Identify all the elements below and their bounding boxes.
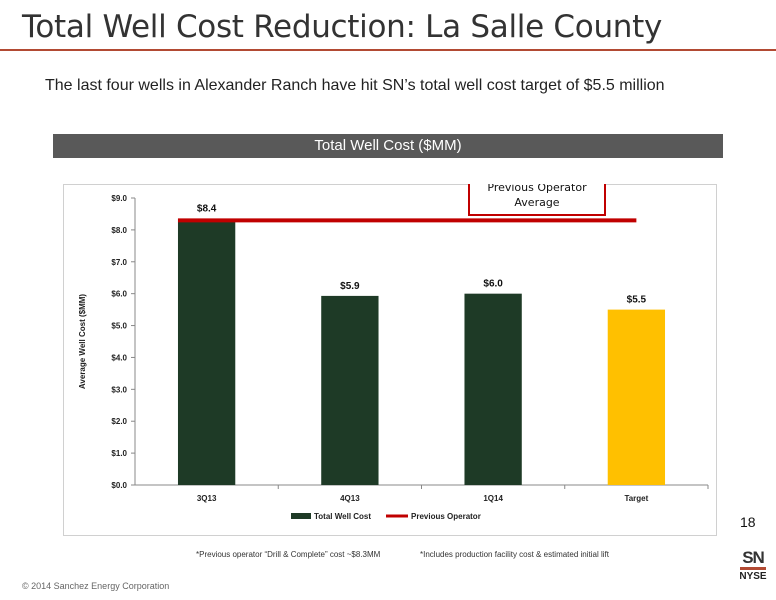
footnote-includes: *Includes production facility cost & est… (420, 550, 609, 559)
data-label: $5.5 (627, 295, 647, 306)
chart-title: Total Well Cost ($MM) (53, 134, 723, 158)
x-tick-label: 1Q14 (483, 494, 503, 503)
company-logo: SN NYSE (733, 549, 773, 582)
data-label: $5.9 (340, 281, 360, 292)
y-tick-label: $2.0 (111, 417, 127, 426)
footnote-previous-operator: *Previous operator “Drill & Complete” co… (196, 550, 381, 559)
callout-text: Previous Operator (487, 184, 587, 194)
y-tick-label: $5.0 (111, 322, 127, 331)
x-tick-label: 3Q13 (197, 494, 217, 503)
bar-3q13 (177, 218, 236, 485)
bar-target (607, 309, 666, 485)
slide-number: 18 (740, 514, 756, 530)
data-label: $8.4 (197, 204, 217, 215)
logo-exchange: NYSE (739, 571, 767, 582)
y-tick-label: $3.0 (111, 385, 127, 394)
logo-text: SN (742, 548, 765, 567)
title-divider (0, 49, 776, 51)
legend-label: Previous Operator (411, 512, 481, 521)
callout-text: Average (514, 196, 559, 209)
bar-1q14 (464, 293, 522, 485)
data-label: $6.0 (483, 279, 503, 290)
bar-4q13 (321, 295, 379, 485)
y-tick-label: $7.0 (111, 258, 127, 267)
copyright: © 2014 Sanchez Energy Corporation (22, 581, 170, 591)
y-tick-label: $8.0 (111, 226, 127, 235)
x-tick-label: Target (624, 494, 648, 503)
callout-box (468, 184, 606, 216)
page-title: Total Well Cost Reduction: La Salle Coun… (22, 9, 663, 45)
y-tick-label: $1.0 (111, 449, 127, 458)
y-tick-label: $4.0 (111, 353, 127, 362)
page-subtitle: The last four wells in Alexander Ranch h… (45, 77, 665, 94)
logo-divider (740, 567, 766, 570)
legend-label: Total Well Cost (314, 512, 371, 521)
y-tick-label: $9.0 (111, 194, 127, 203)
x-tick-label: 4Q13 (340, 494, 360, 503)
y-axis-label: Average Well Cost ($MM) (78, 294, 87, 389)
legend-swatch-total-well-cost (291, 513, 311, 519)
bar-chart: $0.0 $1.0 $2.0 $3.0 $4.0 $5.0 $6.0 $7.0 $8.0 $9.0… (78, 184, 709, 521)
y-tick-label: $0.0 (111, 481, 127, 490)
y-tick-label: $6.0 (111, 290, 127, 299)
